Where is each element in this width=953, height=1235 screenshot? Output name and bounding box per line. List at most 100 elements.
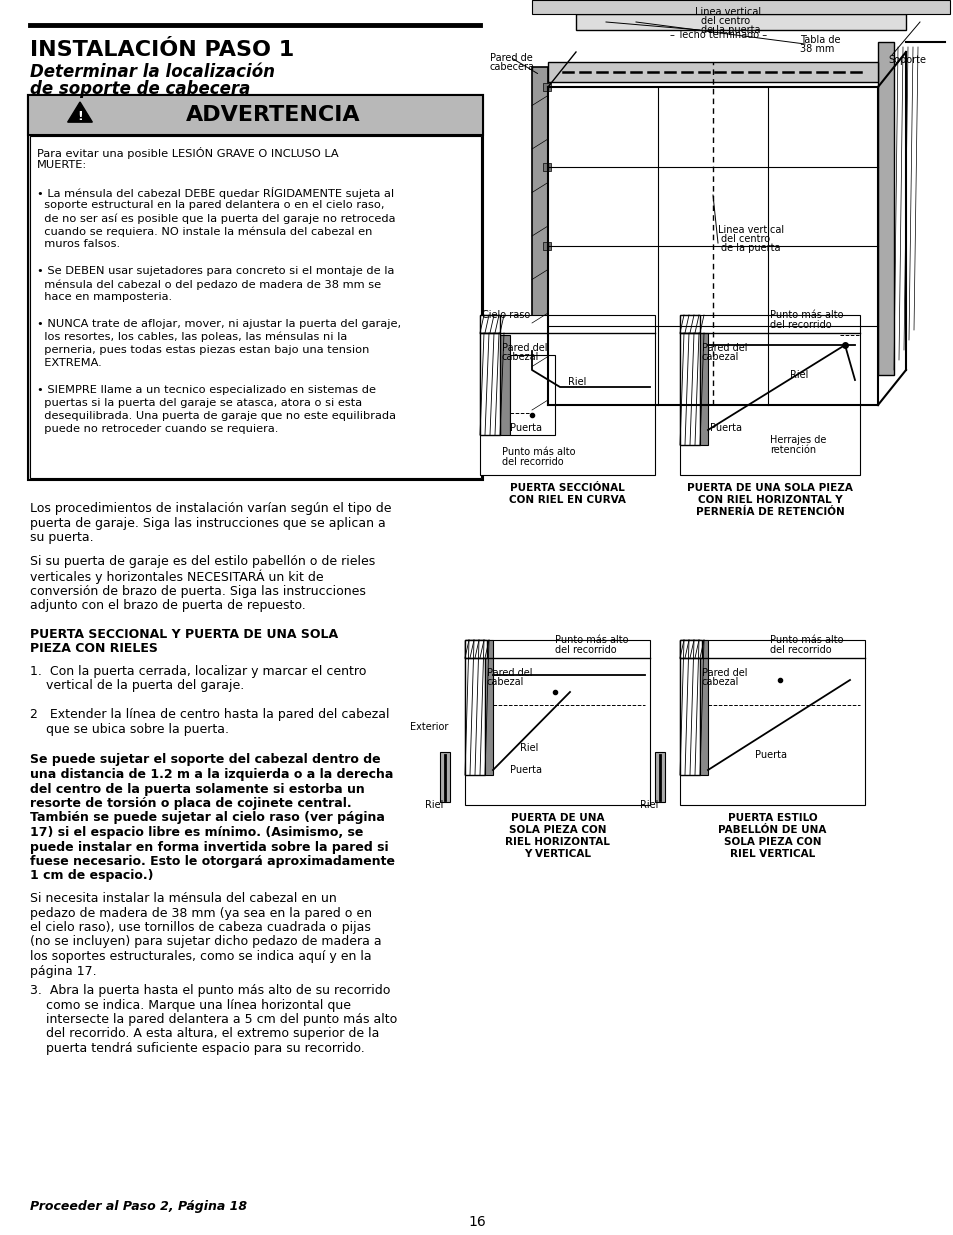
Text: • Se DEBEN usar sujetadores para concreto si el montaje de la: • Se DEBEN usar sujetadores para concret…	[37, 266, 394, 275]
Text: Punto más alto: Punto más alto	[555, 635, 628, 645]
Bar	[679, 640, 864, 805]
Text: de no ser así es posible que la puerta del garaje no retroceda: de no ser así es posible que la puerta d…	[37, 212, 395, 224]
Text: adjunto con el brazo de puerta de repuesto.: adjunto con el brazo de puerta de repues…	[30, 599, 305, 613]
Bar	[28, 95, 482, 480]
Text: Cielo raso: Cielo raso	[481, 310, 530, 320]
Text: 1.  Con la puerta cerrada, localizar y marcar el centro: 1. Con la puerta cerrada, localizar y ma…	[30, 664, 366, 678]
Text: INSTALACIÓN PASO 1: INSTALACIÓN PASO 1	[30, 40, 294, 61]
Text: fuese necesario. Esto le otorgará aproximadamente: fuese necesario. Esto le otorgará aproxi…	[30, 855, 395, 868]
Bar	[464, 640, 484, 776]
Text: Linea vertical: Linea vertical	[695, 7, 760, 17]
Text: Tabla de: Tabla de	[800, 35, 840, 44]
Text: CON RIEL HORIZONTAL Y: CON RIEL HORIZONTAL Y	[697, 495, 841, 505]
Text: Los procedimientos de instalación varían según el tipo de: Los procedimientos de instalación varían…	[30, 501, 391, 515]
Text: PERNERÍA DE RETENCIÓN: PERNERÍA DE RETENCIÓN	[695, 508, 843, 517]
Text: del centro: del centro	[720, 233, 769, 245]
Text: Punto más alto: Punto más alto	[769, 310, 842, 320]
Text: 16: 16	[468, 1215, 485, 1229]
Text: cabezal: cabezal	[701, 352, 739, 362]
Text: Puerta: Puerta	[709, 424, 741, 433]
Text: Punto más alto: Punto más alto	[501, 447, 575, 457]
Text: ménsula del cabezal o del pedazo de madera de 38 mm se: ménsula del cabezal o del pedazo de made…	[37, 279, 381, 289]
Text: muros falsos.: muros falsos.	[37, 240, 120, 249]
Text: puerta tendrá suficiente espacio para su recorrido.: puerta tendrá suficiente espacio para su…	[30, 1042, 364, 1055]
Text: Pared del: Pared del	[701, 343, 747, 353]
Bar	[542, 163, 551, 170]
Text: Puerta: Puerta	[510, 764, 541, 776]
Text: ADVERTENCIA: ADVERTENCIA	[186, 105, 360, 125]
Bar	[679, 640, 700, 776]
Text: PUERTA SECCIONAL Y PUERTA DE UNA SOLA: PUERTA SECCIONAL Y PUERTA DE UNA SOLA	[30, 629, 337, 641]
Bar	[499, 335, 510, 435]
Text: puede instalar en forma invertida sobre la pared si: puede instalar en forma invertida sobre …	[30, 841, 388, 853]
Text: PUERTA DE UNA: PUERTA DE UNA	[510, 813, 603, 823]
Text: del recorrido: del recorrido	[769, 645, 831, 655]
Text: MUERTE:: MUERTE:	[37, 161, 87, 170]
Text: hace en mamposteria.: hace en mamposteria.	[37, 293, 172, 303]
Text: • SIEMPRE llame a un tecnico especializado en sistemas de: • SIEMPRE llame a un tecnico especializa…	[37, 384, 375, 395]
Text: conversión de brazo de puerta. Siga las instrucciones: conversión de brazo de puerta. Siga las …	[30, 584, 366, 598]
Bar	[28, 95, 482, 135]
Text: PIEZA CON RIELES: PIEZA CON RIELES	[30, 642, 157, 656]
Bar	[679, 333, 700, 445]
Text: PUERTA SECCIÓNAL: PUERTA SECCIÓNAL	[510, 483, 624, 493]
Text: Y VERTICAL: Y VERTICAL	[523, 848, 590, 860]
Text: SOLA PIEZA CON: SOLA PIEZA CON	[508, 825, 605, 835]
Text: el cielo raso), use tornillos de cabeza cuadrada o pijas: el cielo raso), use tornillos de cabeza …	[30, 921, 371, 934]
Text: de la puerta: de la puerta	[700, 25, 760, 35]
Bar	[464, 640, 486, 658]
Text: Riel: Riel	[519, 743, 537, 753]
Text: los soportes estructurales, como se indica aquí y en la: los soportes estructurales, como se indi…	[30, 950, 372, 963]
Text: (no se incluyen) para sujetar dicho pedazo de madera a: (no se incluyen) para sujetar dicho peda…	[30, 935, 381, 948]
Text: cuando se requiera. NO instale la ménsula del cabezal en: cuando se requiera. NO instale la ménsul…	[37, 226, 372, 237]
Text: los resortes, los cables, las poleas, las ménsulas ni la: los resortes, los cables, las poleas, la…	[37, 332, 347, 342]
Text: que se ubica sobre la puerta.: que se ubica sobre la puerta.	[30, 722, 229, 736]
Bar	[700, 333, 707, 445]
Text: PUERTA DE UNA SOLA PIEZA: PUERTA DE UNA SOLA PIEZA	[686, 483, 852, 493]
Text: Exterior: Exterior	[410, 722, 448, 732]
Text: puede no retroceder cuando se requiera.: puede no retroceder cuando se requiera.	[37, 424, 278, 435]
Text: su puerta.: su puerta.	[30, 531, 93, 543]
Text: pedazo de madera de 38 mm (ya sea en la pared o en: pedazo de madera de 38 mm (ya sea en la …	[30, 906, 372, 920]
Bar	[532, 0, 949, 14]
Text: CON RIEL EN CURVA: CON RIEL EN CURVA	[509, 495, 625, 505]
Text: de la puerta: de la puerta	[720, 243, 780, 253]
Text: del recorrido: del recorrido	[769, 320, 831, 330]
Text: del recorrido: del recorrido	[555, 645, 616, 655]
Text: Pared del: Pared del	[486, 668, 532, 678]
Text: RIEL HORIZONTAL: RIEL HORIZONTAL	[504, 837, 609, 847]
Bar	[679, 315, 700, 333]
Text: página 17.: página 17.	[30, 965, 96, 977]
Text: PABELLÓN DE UNA: PABELLÓN DE UNA	[718, 825, 826, 835]
Text: cabezal: cabezal	[486, 677, 524, 687]
Text: intersecte la pared delantera a 5 cm del punto más alto: intersecte la pared delantera a 5 cm del…	[30, 1013, 396, 1026]
Bar	[542, 242, 551, 249]
Bar	[679, 315, 859, 475]
Text: Punto más alto: Punto más alto	[769, 635, 842, 645]
Text: del centro de la puerta solamente si estorba un: del centro de la puerta solamente si est…	[30, 783, 364, 795]
Text: resorte de torsión o placa de cojinete central.: resorte de torsión o placa de cojinete c…	[30, 797, 352, 810]
Text: Para evitar una posible LESIÓN GRAVE O INCLUSO LA: Para evitar una posible LESIÓN GRAVE O I…	[37, 147, 338, 159]
Bar	[479, 315, 499, 333]
Text: RIEL VERTICAL: RIEL VERTICAL	[729, 848, 814, 860]
Text: verticales y horizontales NECESITARÁ un kit de: verticales y horizontales NECESITARÁ un …	[30, 571, 323, 584]
Text: de soporte de cabecera: de soporte de cabecera	[30, 80, 250, 98]
Text: del recorrido: del recorrido	[501, 457, 563, 467]
Text: Riel: Riel	[567, 377, 586, 387]
Text: puertas si la puerta del garaje se atasca, atora o si esta: puertas si la puerta del garaje se atasc…	[37, 398, 362, 408]
Text: !: !	[77, 110, 83, 122]
Bar	[679, 640, 701, 658]
Text: del centro: del centro	[700, 16, 749, 26]
Text: SOLA PIEZA CON: SOLA PIEZA CON	[723, 837, 821, 847]
Text: Puerta: Puerta	[754, 750, 786, 760]
Bar	[464, 640, 649, 805]
Text: Si su puerta de garaje es del estilo pabellón o de rieles: Si su puerta de garaje es del estilo pab…	[30, 556, 375, 568]
Text: Riel: Riel	[789, 370, 807, 380]
Text: Soporte: Soporte	[887, 56, 925, 65]
Bar	[542, 401, 551, 409]
Text: 17) si el espacio libre es mínimo. (Asimismo, se: 17) si el espacio libre es mínimo. (Asim…	[30, 826, 363, 839]
Text: cabecera: cabecera	[490, 62, 535, 72]
Text: Linea vertical: Linea vertical	[718, 225, 783, 235]
Text: Si necesita instalar la ménsula del cabezal en un: Si necesita instalar la ménsula del cabe…	[30, 892, 336, 905]
Text: del recorrido. A esta altura, el extremo superior de la: del recorrido. A esta altura, el extremo…	[30, 1028, 379, 1041]
